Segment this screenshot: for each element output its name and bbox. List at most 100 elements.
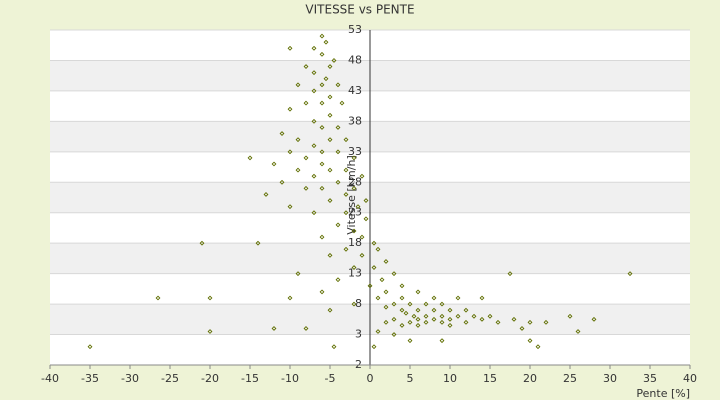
x-tick-label: -35 xyxy=(81,372,99,385)
point xyxy=(359,173,365,179)
point xyxy=(303,185,309,191)
point xyxy=(391,316,397,322)
point xyxy=(447,316,453,322)
point xyxy=(399,295,405,301)
point xyxy=(439,301,445,307)
point xyxy=(303,326,309,331)
point xyxy=(411,313,417,319)
point xyxy=(447,307,453,313)
point xyxy=(439,338,445,344)
point xyxy=(627,271,633,277)
point xyxy=(339,100,345,106)
x-tick-label: 15 xyxy=(483,372,497,385)
point xyxy=(535,344,541,350)
x-tick-label: -5 xyxy=(325,372,336,385)
point xyxy=(295,271,301,277)
point xyxy=(391,332,397,337)
y-tick-label: 23 xyxy=(348,206,362,219)
point xyxy=(439,319,445,325)
point xyxy=(319,33,325,39)
point xyxy=(383,304,389,310)
point xyxy=(379,277,385,283)
x-tick-label: -10 xyxy=(281,372,299,385)
point xyxy=(199,240,205,246)
point xyxy=(359,252,365,258)
point xyxy=(487,313,493,319)
point xyxy=(327,64,333,69)
point xyxy=(335,149,341,155)
point xyxy=(303,155,309,161)
point xyxy=(331,58,337,63)
point xyxy=(303,100,309,106)
point xyxy=(295,167,301,173)
point xyxy=(311,210,317,216)
point xyxy=(371,344,377,350)
x-tick-label: 40 xyxy=(683,372,697,385)
point xyxy=(319,161,325,167)
point xyxy=(263,192,269,197)
point xyxy=(319,51,325,57)
point xyxy=(323,39,329,45)
point xyxy=(423,319,429,325)
point xyxy=(351,185,357,191)
point xyxy=(399,322,405,328)
point xyxy=(391,301,397,307)
point xyxy=(319,234,325,240)
y-tick-label: 43 xyxy=(348,84,362,97)
point xyxy=(383,289,389,295)
x-tick-label: 5 xyxy=(407,372,414,385)
point xyxy=(463,319,469,325)
point xyxy=(343,210,349,216)
point xyxy=(439,313,445,319)
point xyxy=(431,307,437,313)
point xyxy=(423,301,429,307)
point xyxy=(479,295,485,301)
x-tick-label: 20 xyxy=(523,372,537,385)
point xyxy=(335,125,341,130)
y-tick-label: 48 xyxy=(348,53,362,66)
point xyxy=(295,137,301,143)
point xyxy=(287,106,293,112)
point xyxy=(351,301,357,307)
point xyxy=(383,259,389,264)
y-tick-label: 18 xyxy=(348,236,362,249)
point xyxy=(319,82,325,88)
point xyxy=(327,112,333,118)
point xyxy=(287,204,293,210)
point xyxy=(311,88,317,94)
point xyxy=(319,289,325,295)
point xyxy=(375,295,381,301)
point xyxy=(207,329,213,334)
point xyxy=(319,125,325,130)
point xyxy=(287,295,293,301)
point xyxy=(367,283,373,289)
point xyxy=(327,137,333,143)
point xyxy=(363,216,369,222)
point xyxy=(343,246,349,252)
point xyxy=(255,240,261,246)
point xyxy=(371,240,377,246)
point xyxy=(331,344,337,350)
x-tick-label: 25 xyxy=(563,372,577,385)
point xyxy=(279,179,285,185)
point xyxy=(407,338,413,344)
x-tick-label: 0 xyxy=(367,372,374,385)
point xyxy=(375,246,381,252)
point xyxy=(527,338,533,344)
point xyxy=(567,313,573,319)
y-tick-label: 53 xyxy=(348,23,362,36)
point xyxy=(455,295,461,301)
point xyxy=(87,344,93,350)
point xyxy=(375,329,381,334)
point xyxy=(407,319,413,325)
point xyxy=(311,45,317,51)
x-tick-label: -25 xyxy=(161,372,179,385)
point xyxy=(327,94,333,100)
point xyxy=(351,155,357,161)
y-tick-label: 38 xyxy=(348,114,362,127)
point xyxy=(575,329,581,334)
x-tick-label: 35 xyxy=(643,372,657,385)
point xyxy=(591,316,597,322)
chart-title: VITESSE vs PENTE xyxy=(305,3,414,17)
